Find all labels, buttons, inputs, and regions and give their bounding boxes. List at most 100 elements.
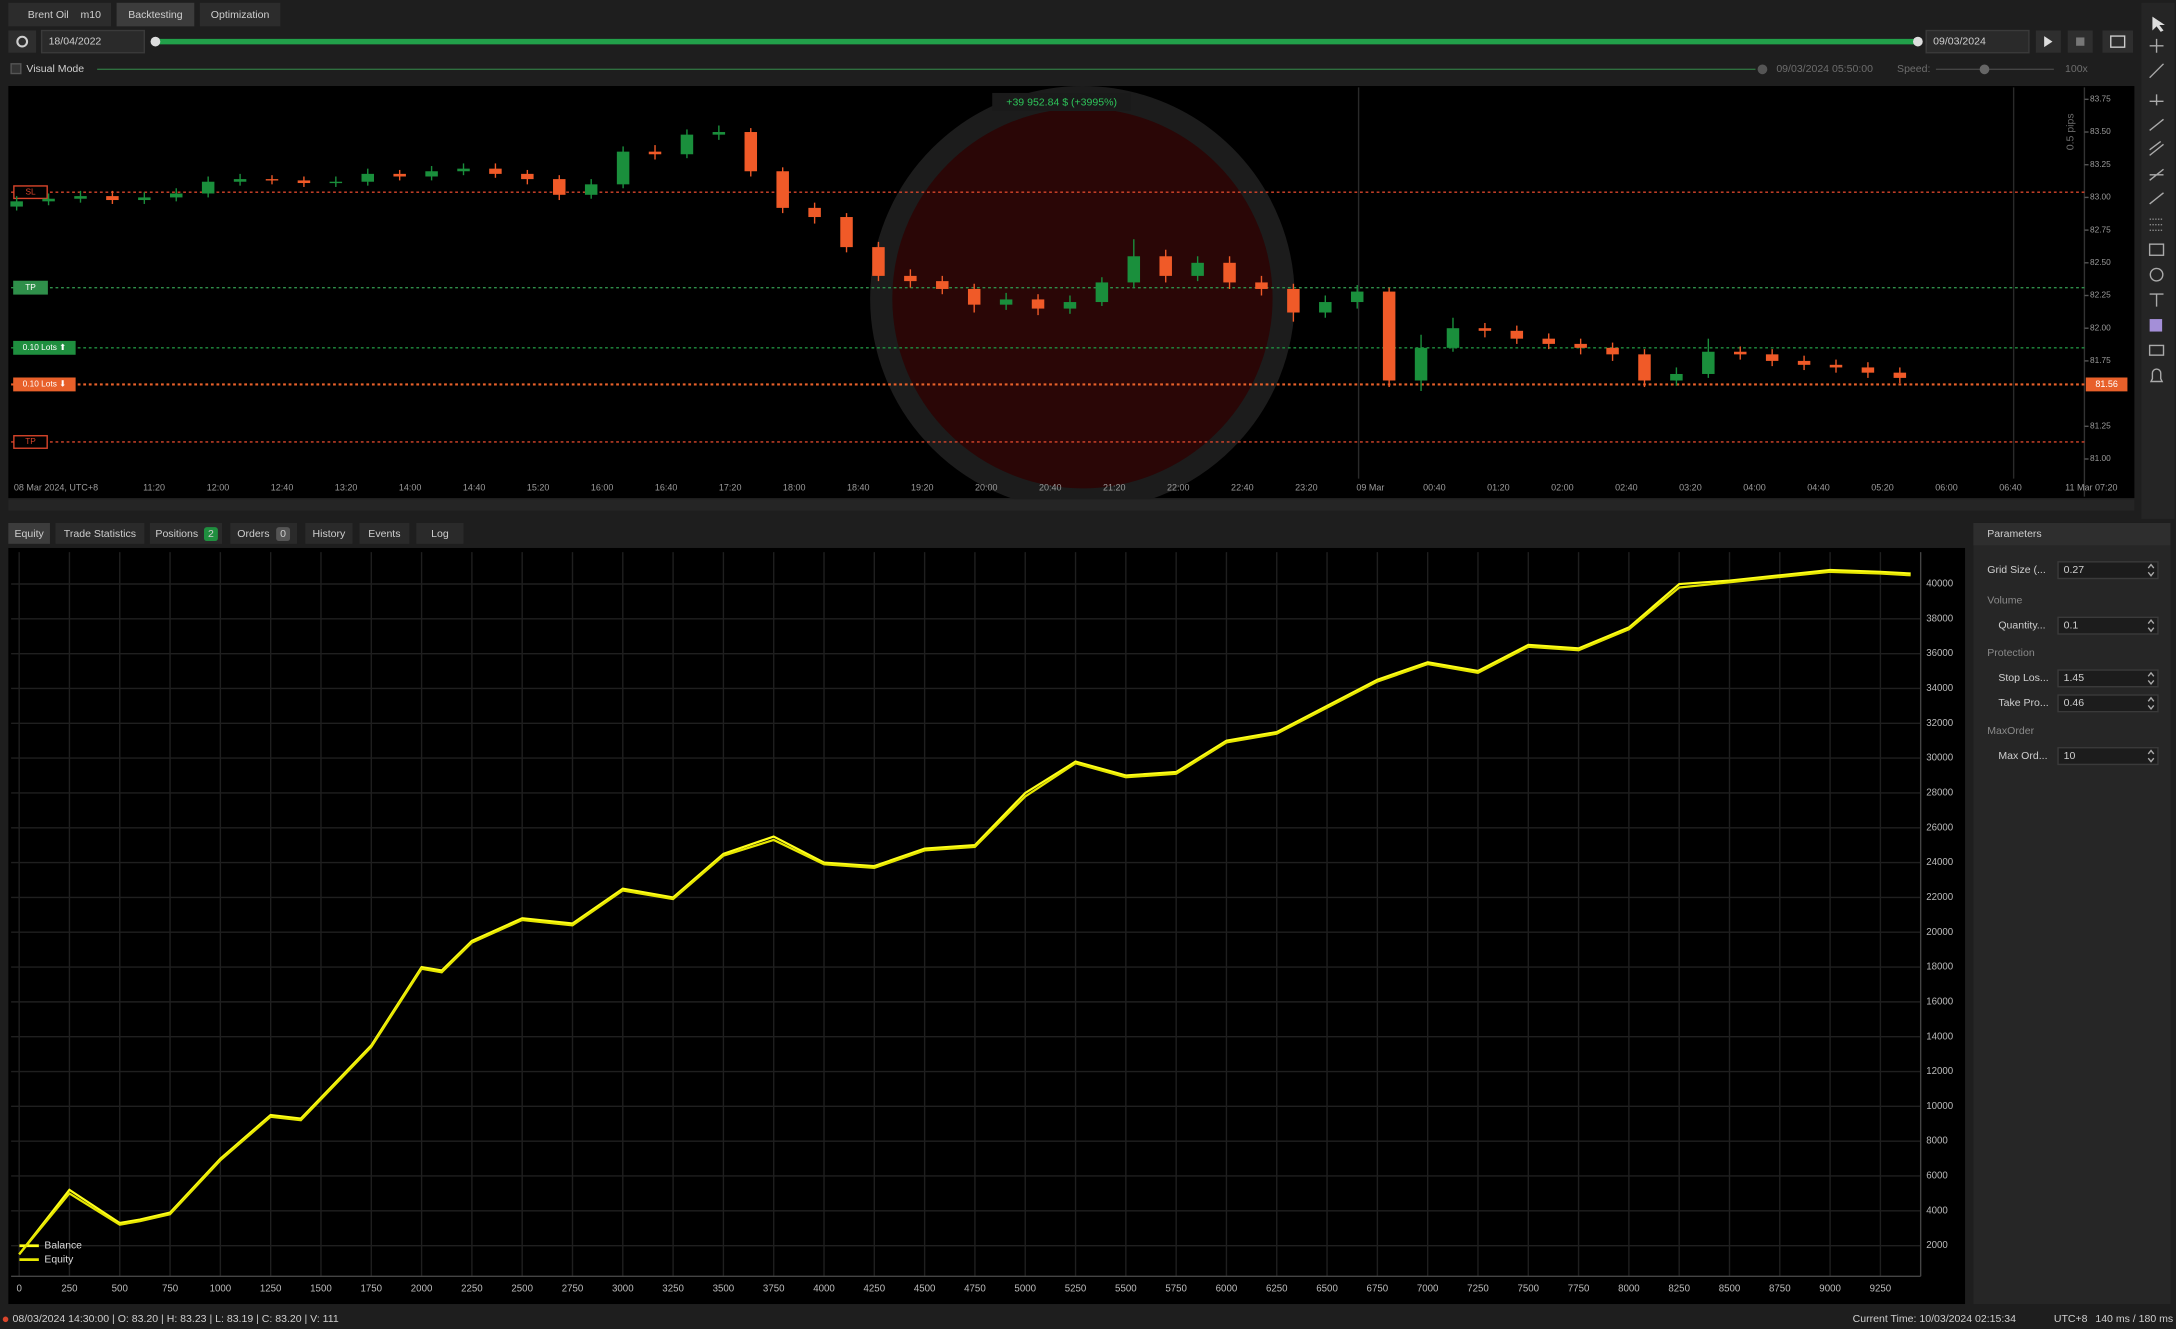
color-tool[interactable] [2149, 319, 2163, 332]
hline-tool[interactable] [2149, 94, 2164, 106]
candle-body [425, 171, 438, 177]
x-tick-label: 12:00 [207, 483, 230, 493]
candle-body [904, 275, 917, 282]
spinner[interactable] [2147, 563, 2155, 577]
log-tab[interactable] [416, 522, 464, 544]
level-tag[interactable] [13, 185, 48, 200]
candle-body [1893, 372, 1907, 378]
candle-body [1702, 351, 1715, 374]
slider-start[interactable] [150, 36, 161, 47]
spinner[interactable] [2147, 671, 2155, 686]
candle-body [170, 193, 183, 198]
x-tick-label: 7500 [1517, 1283, 1539, 1294]
text-tool[interactable] [2149, 293, 2164, 307]
start-date[interactable] [40, 29, 146, 54]
candle-body [233, 179, 247, 182]
candle-body [393, 173, 406, 177]
equity-tab[interactable] [8, 522, 50, 544]
spinner[interactable] [2147, 749, 2155, 763]
settings-button[interactable] [8, 30, 37, 53]
level-label: SL [25, 186, 36, 196]
y-tick-label: 30000 [1926, 753, 1954, 764]
x-tick-label: 02:40 [1615, 483, 1638, 493]
scrollbar[interactable] [8, 499, 2135, 511]
y-tick-label: 4000 [1926, 1205, 1948, 1216]
candle-body [1414, 347, 1428, 381]
backtesting-tab[interactable] [116, 2, 195, 27]
ray-tool[interactable] [2149, 118, 2164, 131]
cursor-tool[interactable] [2152, 16, 2165, 32]
spinner[interactable] [2147, 696, 2155, 711]
candle-body [1734, 351, 1747, 355]
parameter-input[interactable] [2057, 669, 2159, 688]
x-tick-label: 3750 [763, 1283, 785, 1294]
x-tick-label: 9000 [1819, 1283, 1841, 1294]
legend-label: Balance [44, 1241, 82, 1252]
visual-mode-checkbox[interactable] [10, 63, 22, 75]
events-tab[interactable] [359, 522, 410, 544]
statistics-tab-label: Trade Statistics [64, 528, 136, 540]
y-tick-label: 8000 [1926, 1136, 1948, 1147]
y-tick-label: 82.25 [2090, 290, 2111, 300]
statistics-tab[interactable] [55, 522, 145, 544]
slider-end[interactable] [1913, 36, 1923, 47]
parameter-input[interactable] [2057, 747, 2159, 766]
x-tick-label: 18:40 [847, 483, 870, 493]
candle-body [1159, 256, 1172, 276]
candle-body [648, 151, 662, 155]
visual-slider[interactable] [1757, 64, 1768, 75]
end-date[interactable] [1925, 29, 2030, 54]
y-tick-label: 81.25 [2090, 420, 2111, 430]
x-tick-label: 01:20 [1487, 483, 1510, 493]
candle-body [553, 179, 566, 195]
x-tick-label: 3500 [713, 1283, 735, 1294]
optimization-tab[interactable] [199, 2, 281, 27]
report-button[interactable] [2102, 30, 2133, 53]
rectangle-tool[interactable] [2148, 243, 2165, 256]
spinner[interactable] [2147, 618, 2155, 633]
parameter-value: 0.1 [2064, 619, 2079, 631]
positions-tab[interactable] [149, 522, 223, 544]
history-tab[interactable] [305, 522, 353, 544]
parameter-input[interactable] [2057, 561, 2159, 580]
visual-mode: Visual Mode [26, 63, 84, 75]
log-tab-label: Log [431, 528, 449, 540]
candle-body [1606, 347, 1619, 355]
level-tag[interactable] [13, 377, 76, 392]
trendline-tool[interactable] [2149, 63, 2165, 79]
fibonacci-tool[interactable] [2149, 168, 2164, 181]
x-tick-label: 4000 [813, 1283, 835, 1294]
x-tick-label: 20:00 [975, 483, 998, 493]
parameter-input[interactable] [2057, 616, 2159, 635]
level-tag[interactable] [13, 435, 48, 449]
x-tick-label: 500 [112, 1283, 129, 1294]
equity-tab-label: Equity [14, 528, 44, 540]
crosshair-tool[interactable] [2149, 38, 2164, 53]
candle-body [616, 151, 630, 185]
parameter-value: 0.27 [2064, 564, 2085, 576]
x-tick-label: 3250 [662, 1283, 684, 1294]
ellipse-tool[interactable] [2149, 267, 2164, 282]
candle-body [1797, 360, 1811, 365]
level-tag[interactable] [13, 340, 76, 355]
channel-tool[interactable] [2149, 140, 2164, 156]
events-tab-label: Events [368, 528, 400, 540]
x-tick-label: 6000 [1216, 1283, 1238, 1294]
y-tick-label: 83.25 [2090, 159, 2111, 169]
level-label: TP [25, 282, 36, 292]
x-tick-label: 06:40 [1999, 483, 2022, 493]
screenshot-tool[interactable] [2148, 344, 2165, 356]
alert-tool[interactable] [2149, 368, 2164, 383]
y-tick-label: 38000 [1926, 613, 1954, 624]
pitchfork-tool[interactable] [2149, 192, 2164, 205]
x-tick-label: 19:20 [911, 483, 934, 493]
play-icon [2044, 36, 2053, 48]
y-tick-label: 24000 [1926, 857, 1954, 868]
symbol-tab[interactable] [8, 2, 112, 27]
x-tick-label: 6750 [1367, 1283, 1389, 1294]
speed-slider[interactable] [1979, 64, 1990, 75]
positions-badge [204, 527, 218, 542]
level-tag[interactable] [13, 280, 48, 295]
parameter-input[interactable] [2057, 694, 2159, 713]
x-tick-label: 6250 [1266, 1283, 1288, 1294]
